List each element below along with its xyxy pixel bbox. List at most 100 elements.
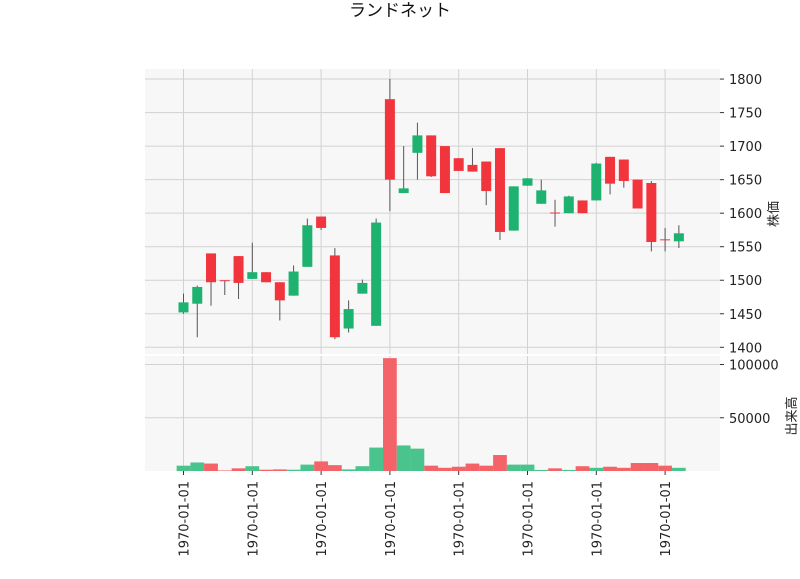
volume-tick-label: 50000 [729,412,770,427]
candle-body [577,200,588,214]
volume-bar [644,463,659,471]
candle-body [605,156,616,184]
candle-body [536,190,547,204]
volume-bar [327,465,342,471]
volume-bar [520,464,535,471]
x-tick-label: 1970-01-01 [315,481,330,557]
candle-body [660,239,671,241]
x-tick-label: 1970-01-01 [590,481,605,557]
candle-body [316,216,327,228]
price-tick-label: 1500 [729,274,762,289]
candle-body [343,309,354,329]
volume-bar [300,464,315,471]
x-tick-label: 1970-01-01 [178,481,193,557]
volume-bar [451,466,466,471]
volume-bar [561,469,576,471]
price-tick-label: 1450 [729,308,762,323]
volume-bar [424,465,439,471]
volume-bar [190,462,205,471]
volume-bar [658,465,672,471]
x-tick-label: 1970-01-01 [522,481,537,557]
volume-bar [341,469,356,471]
volume-bar [355,466,370,471]
candle-body [398,188,409,194]
candle-body [439,146,450,194]
volume-bar [217,470,232,471]
volume-bar [286,469,301,471]
candle-body [274,282,285,301]
volume-bar [493,455,507,471]
candle-body [481,161,492,192]
x-tick-label: 1970-01-01 [453,481,468,557]
candles [178,79,684,340]
volume-bar [616,467,631,471]
volume-bar [548,468,562,471]
candle-body [673,233,684,242]
volume-bars [176,358,686,471]
volume-axis-label: 出来高 [784,396,800,435]
volume-bar [314,461,328,471]
volume-bar [465,463,480,471]
volume-bar [438,467,452,471]
price-tick-label: 1700 [729,140,762,155]
candle-body [591,163,602,201]
volume-bar [575,466,590,471]
price-tick-label: 1650 [729,174,762,189]
volume-bar [176,465,191,471]
x-tick-label: 1970-01-01 [659,481,674,557]
grid-lines [145,69,720,471]
candle-body [453,158,464,171]
x-tick-label: 1970-01-01 [246,481,261,557]
candle-body [384,99,395,180]
candle-body [247,272,258,279]
volume-bar [245,466,260,471]
price-axis-label: 株価 [767,201,782,227]
chart-title: ランドネット [349,1,451,21]
candle-body [357,282,368,294]
candle-body [412,135,423,153]
candle-body [550,212,561,214]
candle-body [494,148,505,232]
volume-bar [671,467,686,471]
candle-body [178,302,189,313]
volume-bar [272,469,287,471]
volume-bar [383,358,397,471]
volume-bar [410,448,425,471]
candle-body [371,222,382,326]
candle-body [261,272,272,283]
price-panel-background [145,69,720,354]
candle-body [646,183,657,243]
candle-body [233,256,244,283]
candle-body [426,135,437,177]
volume-panel-background [145,356,720,471]
price-tick-label: 1750 [729,107,762,122]
volume-bar [204,463,218,471]
volume-bar [259,469,273,471]
candle-body [206,253,217,283]
volume-bar [396,445,411,471]
candle-body [329,255,340,338]
candle-body [632,179,643,209]
candle-body [467,164,478,172]
volume-bar [369,447,384,471]
price-tick-label: 1550 [729,241,762,256]
volume-bar [630,463,645,471]
candle-body [192,286,203,304]
volume-bar [589,467,604,471]
candle-body [522,178,533,186]
candle-body [302,225,313,267]
volume-bar [506,464,521,471]
axes: 1400 1450 1500 1550 1600 1650 1700 1750 1800 5000… [178,73,779,557]
price-tick-label: 1400 [729,341,762,356]
volume-bar [534,469,549,471]
x-tick-label: 1970-01-01 [384,481,399,557]
volume-bar [603,466,617,471]
volume-bar [231,468,246,471]
candle-body [288,271,299,296]
volume-tick-label: 100000 [729,359,779,374]
candle-body [219,280,230,282]
candle-body [563,196,574,214]
price-tick-label: 1800 [729,73,762,88]
